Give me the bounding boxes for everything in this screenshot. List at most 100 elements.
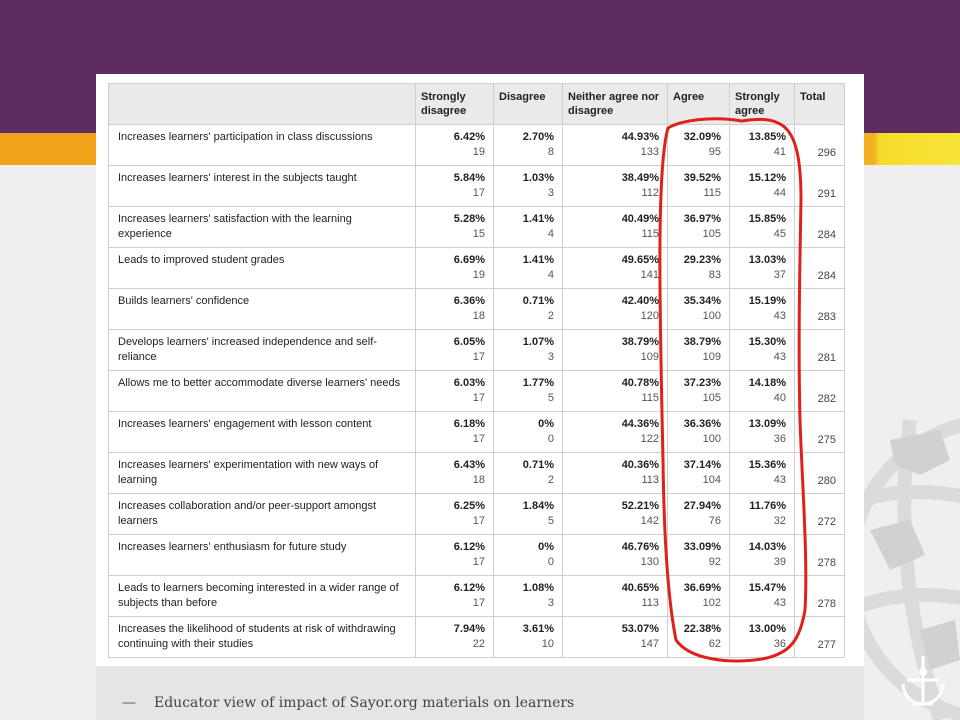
cell-count: 115 (641, 392, 659, 404)
cell-strongly-disagree: 5.28% 15 (415, 206, 494, 248)
table-row: Increases learners' interest in the subj… (108, 165, 845, 207)
total-value: 282 (817, 393, 836, 405)
cell-count: 10 (541, 638, 554, 650)
cell-percent: 1.07% (522, 336, 554, 348)
cell-percent: 38.79% (621, 336, 659, 348)
cell-agree: 29.23% 83 (667, 247, 730, 289)
cell-strongly-disagree: 6.25% 17 (415, 493, 494, 535)
cell-count: 32 (773, 515, 786, 527)
cell-neither: 38.79% 109 (562, 329, 668, 371)
cell-percent: 5.84% (453, 172, 485, 184)
cell-strongly-disagree: 6.18% 17 (415, 411, 494, 453)
cell-count: 8 (547, 146, 554, 158)
cell-strongly-disagree: 6.12% 17 (415, 534, 494, 576)
cell-count: 100 (702, 310, 721, 322)
cell-count: 142 (640, 515, 659, 527)
cell-percent: 44.93% (621, 131, 659, 143)
cell-percent: 6.18% (453, 418, 485, 430)
cell-count: 45 (773, 228, 786, 240)
cell-count: 105 (702, 392, 721, 404)
cell-percent: 49.65% (621, 254, 659, 266)
cell-count: 41 (773, 146, 786, 158)
cell-strongly-agree: 15.47% 43 (729, 575, 795, 617)
cell-percent: 0.71% (522, 459, 554, 471)
cell-count: 122 (640, 433, 659, 445)
cell-disagree: 0% 0 (493, 411, 563, 453)
cell-percent: 1.84% (522, 500, 554, 512)
cell-percent: 13.00% (748, 623, 786, 635)
cell-strongly-disagree: 6.05% 17 (415, 329, 494, 371)
table-row: Increases collaboration and/or peer-supp… (108, 493, 845, 535)
cell-count: 36 (773, 638, 786, 650)
cell-neither: 40.78% 115 (562, 370, 668, 412)
cell-percent: 6.12% (453, 582, 485, 594)
cell-percent: 36.36% (683, 418, 721, 430)
cell-count: 37 (773, 269, 786, 281)
cell-percent: 46.76% (621, 541, 659, 553)
accent-stripe-left (0, 133, 108, 165)
cell-disagree: 0.71% 2 (493, 288, 563, 330)
cell-percent: 14.03% (748, 541, 786, 553)
cell-percent: 6.03% (453, 377, 485, 389)
cell-strongly-disagree: 6.36% 18 (415, 288, 494, 330)
cell-strongly-disagree: 6.12% 17 (415, 575, 494, 617)
cell-count: 43 (773, 351, 786, 363)
total-value: 280 (817, 475, 836, 487)
cell-percent: 6.69% (453, 254, 485, 266)
cell-count: 105 (702, 228, 721, 240)
cell-disagree: 1.41% 4 (493, 247, 563, 289)
cell-agree: 36.36% 100 (667, 411, 730, 453)
table-row: Builds learners' confidence 6.36% 18 0.71% 2… (108, 288, 845, 330)
cell-strongly-agree: 15.36% 43 (729, 452, 795, 494)
cell-count: 2 (547, 474, 554, 486)
cell-percent: 35.34% (683, 295, 721, 307)
cell-disagree: 1.84% 5 (493, 493, 563, 535)
table-row: Develops learners' increased independenc… (108, 329, 845, 371)
cell-total: 278 (794, 534, 845, 576)
cell-neither: 46.76% 130 (562, 534, 668, 576)
cell-percent: 37.14% (683, 459, 721, 471)
cell-neither: 52.21% 142 (562, 493, 668, 535)
cell-percent: 37.23% (683, 377, 721, 389)
cell-percent: 15.30% (748, 336, 786, 348)
caption-text: Educator view of impact of Sayor.org mat… (154, 695, 575, 711)
cell-neither: 42.40% 120 (562, 288, 668, 330)
cell-count: 17 (472, 187, 485, 199)
cell-count: 43 (773, 310, 786, 322)
cell-percent: 11.76% (749, 500, 786, 512)
table-row: Increases learners' participation in cla… (108, 124, 845, 166)
cell-percent: 33.09% (683, 541, 721, 553)
cell-count: 62 (708, 638, 721, 650)
cell-percent: 1.03% (522, 172, 554, 184)
cell-strongly-disagree: 5.84% 17 (415, 165, 494, 207)
table-row: Allows me to better accommodate diverse … (108, 370, 845, 412)
cell-strongly-agree: 15.85% 45 (729, 206, 795, 248)
cell-agree: 39.52% 115 (667, 165, 730, 207)
table-row: Leads to learners becoming interested in… (108, 575, 845, 617)
cell-count: 19 (472, 146, 485, 158)
cell-strongly-agree: 11.76% 32 (729, 493, 795, 535)
cell-count: 102 (702, 597, 721, 609)
cell-strongly-disagree: 6.42% 19 (415, 124, 494, 166)
cell-percent: 1.08% (522, 582, 554, 594)
cell-total: 282 (794, 370, 845, 412)
row-statement: Increases learners' enthusiasm for futur… (108, 534, 416, 576)
header-neither: Neither agree nor disagree (562, 83, 668, 125)
slide-caption: — Educator view of impact of Sayor.org ma… (122, 695, 574, 715)
total-value: 291 (817, 188, 836, 200)
cell-count: 92 (708, 556, 721, 568)
cell-strongly-agree: 13.85% 41 (729, 124, 795, 166)
cell-count: 0 (547, 556, 554, 568)
cell-count: 83 (708, 269, 721, 281)
total-value: 284 (817, 270, 836, 282)
cell-count: 4 (547, 228, 554, 240)
cell-count: 76 (708, 515, 721, 527)
cell-strongly-agree: 15.30% 43 (729, 329, 795, 371)
cell-percent: 6.43% (453, 459, 485, 471)
cell-strongly-disagree: 6.69% 19 (415, 247, 494, 289)
cell-disagree: 1.08% 3 (493, 575, 563, 617)
cell-percent: 1.41% (522, 213, 554, 225)
cell-total: 275 (794, 411, 845, 453)
cell-percent: 15.36% (748, 459, 786, 471)
cell-count: 120 (640, 310, 659, 322)
